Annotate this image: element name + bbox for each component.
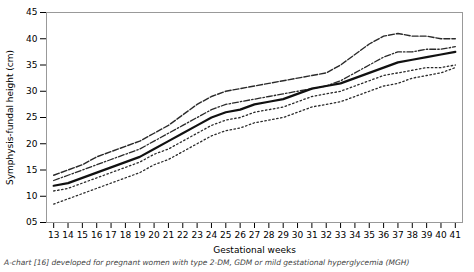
svg-text:20: 20 [148,230,160,240]
svg-text:40: 40 [26,34,38,44]
svg-text:15: 15 [77,230,88,240]
svg-text:30: 30 [292,230,304,240]
svg-text:23: 23 [191,230,202,240]
svg-text:36: 36 [378,230,390,240]
svg-text:30: 30 [26,86,38,96]
svg-text:16: 16 [91,230,103,240]
svg-text:35: 35 [26,60,37,70]
svg-text:Symphysis-fundal height (cm): Symphysis-fundal height (cm) [5,50,15,185]
svg-text:18: 18 [120,230,132,240]
svg-text:32: 32 [320,230,331,240]
svg-text:20: 20 [26,139,38,149]
svg-text:40: 40 [435,230,447,240]
svg-text:41: 41 [450,230,461,240]
svg-text:05: 05 [26,217,37,227]
svg-text:25: 25 [26,112,37,122]
svg-text:34: 34 [349,230,361,240]
svg-text:15: 15 [26,165,37,175]
svg-text:22: 22 [177,230,188,240]
svg-text:33: 33 [335,230,346,240]
svg-text:26: 26 [234,230,246,240]
svg-text:25: 25 [220,230,231,240]
svg-text:45: 45 [26,7,37,17]
svg-text:Gestational weeks: Gestational weeks [213,245,296,255]
svg-text:38: 38 [407,230,419,240]
svg-text:14: 14 [62,230,74,240]
svg-text:10: 10 [26,191,38,201]
svg-text:28: 28 [263,230,275,240]
html-text:A-chart [16] developed for pre: A-chart [16] developed for pregnant wome… [4,258,410,267]
svg-text:17: 17 [105,230,116,240]
svg-text:39: 39 [421,230,433,240]
svg-text:27: 27 [249,230,260,240]
svg-text:35: 35 [364,230,375,240]
svg-text:31: 31 [306,230,317,240]
svg-text:19: 19 [134,230,146,240]
svg-text:13: 13 [48,230,59,240]
svg-text:21: 21 [163,230,174,240]
svg-text:24: 24 [206,230,218,240]
svg-text:37: 37 [392,230,403,240]
svg-text:29: 29 [277,230,289,240]
